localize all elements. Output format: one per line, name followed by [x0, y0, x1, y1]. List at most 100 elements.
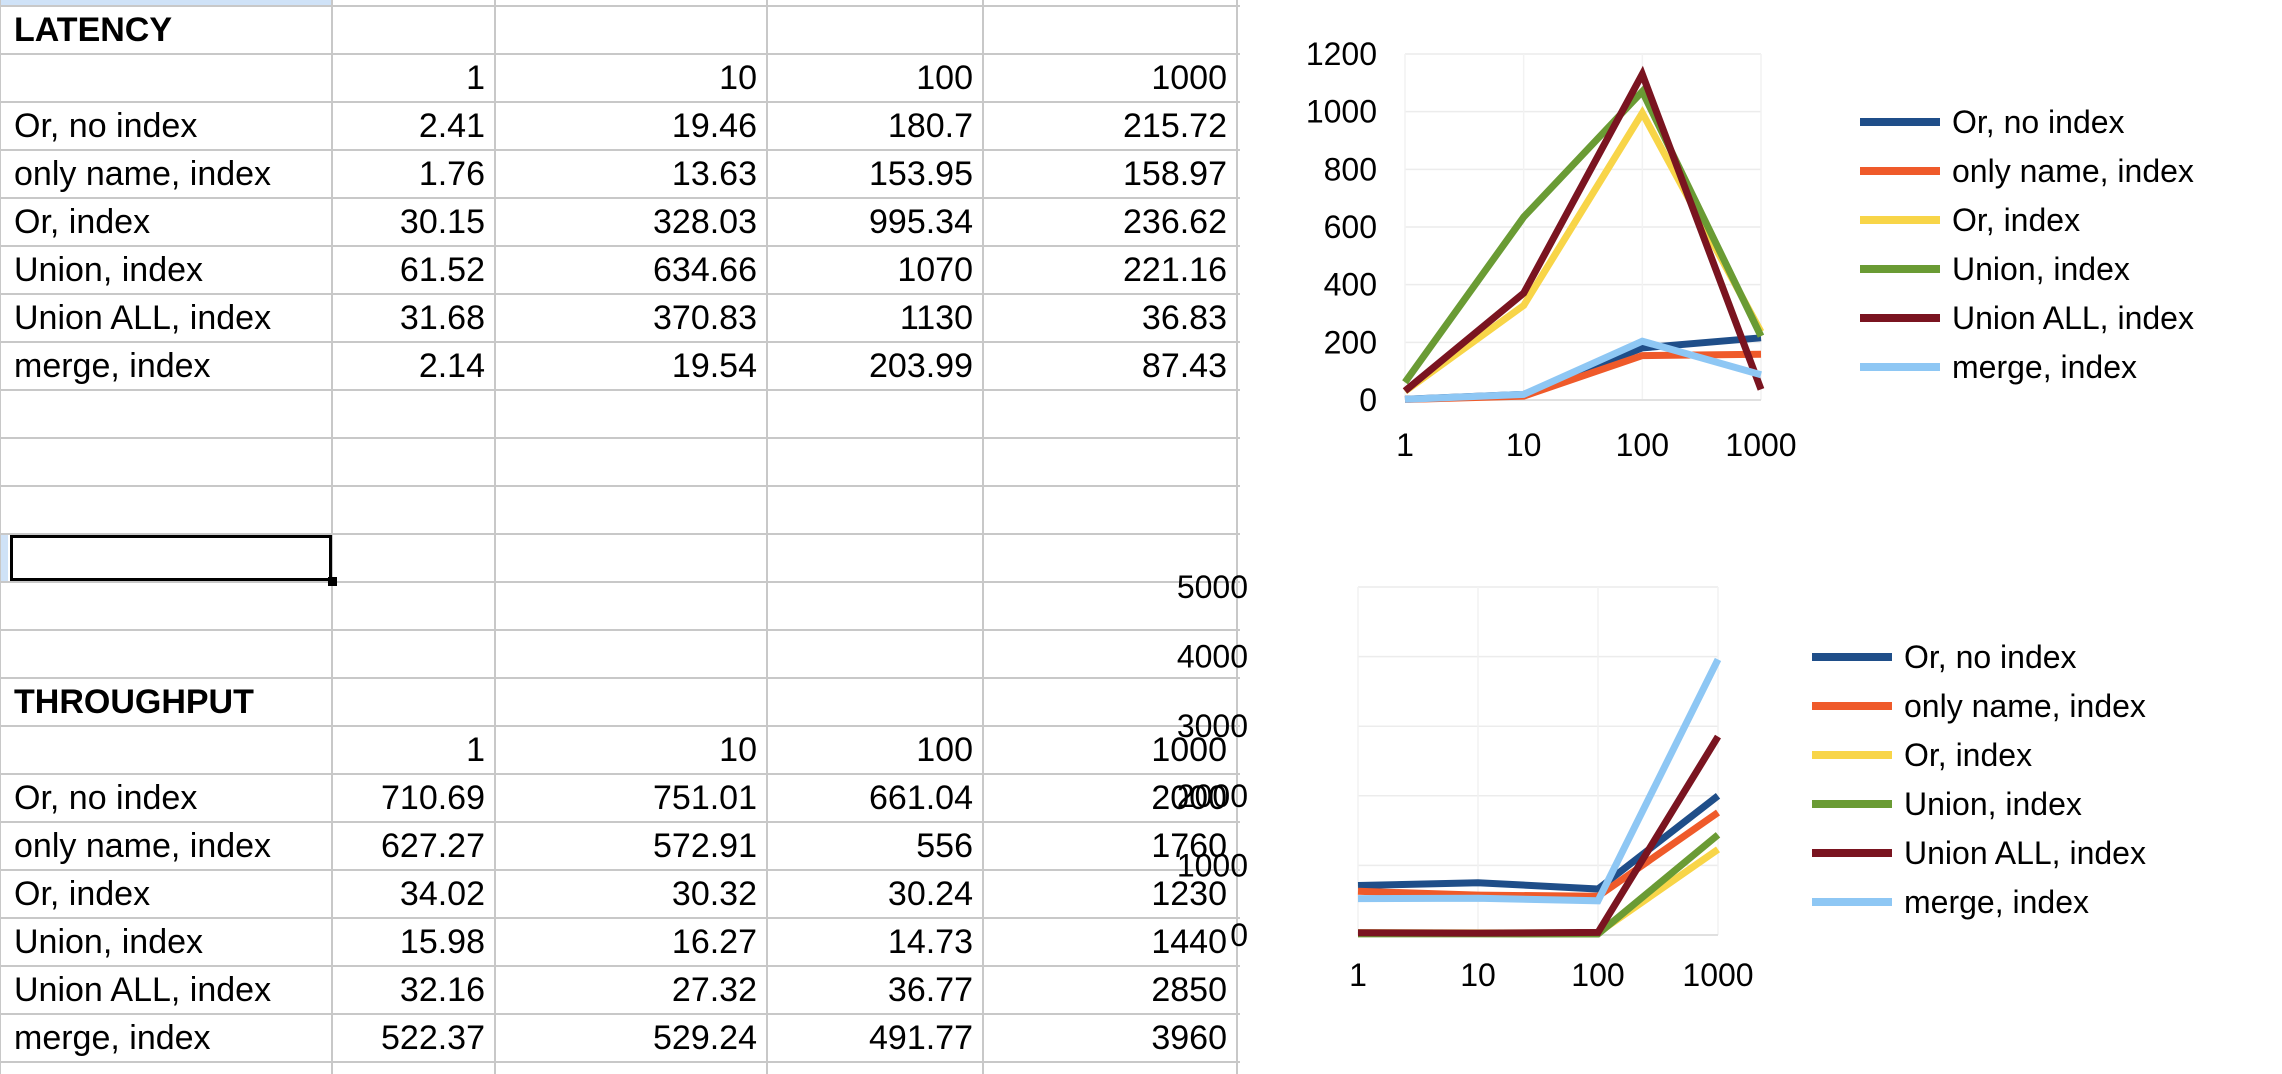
x-tick-label: 1000	[1682, 957, 1753, 993]
throughput-chart-svg: 0 1000 2000 3000 4000 5000 1 10 100 1000 Or, no in…	[1177, 569, 2146, 993]
grid-column-line	[1236, 0, 1238, 1074]
y-tick-label: 0	[1359, 382, 1377, 418]
latency-value-cell: 19.54	[671, 347, 757, 385]
throughput-value-cell: 36.77	[887, 971, 973, 1009]
throughput-header-cell: 1	[466, 731, 485, 769]
series-line	[1402, 85, 1765, 385]
throughput-header-cell: 100	[916, 731, 973, 769]
series-line	[1357, 734, 1721, 937]
latency-value-cell: 153.95	[869, 155, 973, 193]
throughput-row-label: Union ALL, index	[14, 971, 272, 1009]
x-tick-label: 100	[1616, 427, 1669, 463]
latency-header-cell: 1	[466, 59, 485, 97]
grid-row-line	[0, 149, 1240, 151]
latency-header-cell: 100	[916, 59, 973, 97]
latency-row-label: Union, index	[14, 251, 204, 289]
x-tick-label: 10	[1460, 957, 1496, 993]
grid-column-line	[982, 0, 984, 1074]
grid-row-line	[0, 629, 1240, 631]
throughput-value-cell: 27.32	[671, 971, 757, 1009]
legend-label: Union, index	[1904, 786, 2082, 822]
column-a-highlight	[0, 0, 332, 6]
latency-value-cell: 158.97	[1123, 155, 1227, 193]
fill-handle[interactable]	[328, 577, 337, 586]
legend-label: Or, no index	[1952, 104, 2125, 140]
series-line	[1357, 793, 1721, 893]
throughput-row-label: only name, index	[14, 827, 272, 865]
grid-column-line	[331, 0, 333, 1074]
latency-row-label: Union ALL, index	[14, 299, 272, 337]
y-tick-label: 5000	[1177, 569, 1248, 605]
x-tick-label: 100	[1571, 957, 1624, 993]
x-tick-label: 10	[1506, 427, 1542, 463]
grid-row-line	[0, 341, 1240, 343]
throughput-value-cell: 16.27	[671, 923, 757, 961]
legend-label: Or, index	[1904, 737, 2032, 773]
latency-value-cell: 370.83	[653, 299, 757, 337]
grid-row-line	[0, 485, 1240, 487]
row-highlight	[0, 535, 8, 583]
latency-chart[interactable]: 0 200 400 600 800 1000 1200 1 10 100 1000 Or, no in…	[1248, 20, 2278, 470]
latency-header-cell: 10	[719, 59, 757, 97]
legend-label: Union ALL, index	[1904, 835, 2146, 871]
grid-row-line	[0, 773, 1240, 775]
latency-value-cell: 180.7	[887, 107, 973, 145]
throughput-value-cell: 30.32	[671, 875, 757, 913]
x-tick-label: 1	[1349, 957, 1367, 993]
y-tick-label: 3000	[1177, 708, 1248, 744]
latency-value-cell: 995.34	[869, 203, 973, 241]
throughput-value-cell: 491.77	[869, 1019, 973, 1057]
legend-label: Union ALL, index	[1952, 300, 2194, 336]
latency-header-cell: 1000	[1151, 59, 1227, 97]
legend-label: Or, no index	[1904, 639, 2077, 675]
grid-row-line	[0, 293, 1240, 295]
throughput-value-cell: 751.01	[653, 779, 757, 817]
throughput-value-cell: 14.73	[887, 923, 973, 961]
latency-value-cell: 634.66	[653, 251, 757, 289]
grid-row-line	[0, 869, 1240, 871]
latency-value-cell: 61.52	[399, 251, 485, 289]
latency-row-label: Or, no index	[14, 107, 198, 145]
throughput-row-label: Union, index	[14, 923, 204, 961]
grid-row-line	[0, 725, 1240, 727]
y-tick-label: 400	[1324, 267, 1377, 303]
x-tick-label: 1	[1396, 427, 1414, 463]
grid-row-line	[0, 917, 1240, 919]
grid-column-line	[0, 0, 1, 1074]
throughput-value-cell: 556	[916, 827, 973, 865]
grid-row-line	[0, 965, 1240, 967]
y-tick-label: 1000	[1177, 847, 1248, 883]
y-tick-label: 800	[1324, 151, 1377, 187]
throughput-value-cell: 3960	[1151, 1019, 1227, 1057]
latency-value-cell: 1.76	[418, 155, 485, 193]
throughput-value-cell: 710.69	[381, 779, 485, 817]
grid-row-line	[0, 677, 1240, 679]
grid-row-line	[0, 1061, 1240, 1063]
throughput-value-cell: 34.02	[399, 875, 485, 913]
throughput-value-cell: 522.37	[381, 1019, 485, 1057]
latency-value-cell: 31.68	[399, 299, 485, 337]
throughput-header-cell: 10	[719, 731, 757, 769]
latency-value-cell: 203.99	[869, 347, 973, 385]
grid-column-line	[766, 0, 768, 1074]
latency-row-label: merge, index	[14, 347, 211, 385]
throughput-value-cell: 32.16	[399, 971, 485, 1009]
series-line	[1404, 337, 1762, 403]
throughput-value-cell: 15.98	[399, 923, 485, 961]
grid-row-line	[0, 581, 1240, 583]
y-tick-label: 600	[1324, 209, 1377, 245]
y-tick-label: 4000	[1177, 639, 1248, 675]
grid-row-line	[0, 389, 1240, 391]
latency-value-cell: 2.14	[418, 347, 485, 385]
latency-value-cell: 236.62	[1123, 203, 1227, 241]
selected-cell[interactable]	[10, 535, 332, 581]
y-tick-label: 1200	[1306, 36, 1377, 72]
y-tick-label: 2000	[1177, 778, 1248, 814]
legend-label: only name, index	[1952, 153, 2194, 189]
grid-column-line	[494, 0, 496, 1074]
grid-row-line	[0, 821, 1240, 823]
throughput-chart[interactable]: 0 1000 2000 3000 4000 5000 1 10 100 1000 Or, no in…	[1177, 555, 2278, 1010]
series-line	[1402, 65, 1765, 394]
throughput-value-cell: 2850	[1151, 971, 1227, 1009]
